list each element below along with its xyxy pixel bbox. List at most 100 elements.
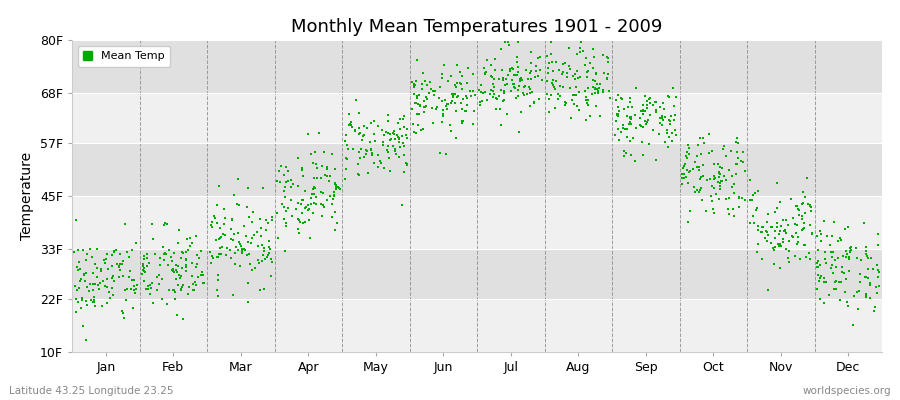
Point <box>454 106 469 112</box>
Point <box>186 287 201 293</box>
Point <box>397 143 411 150</box>
Point <box>803 203 817 209</box>
Point <box>155 276 169 282</box>
Point <box>320 164 334 170</box>
Point <box>166 269 181 276</box>
Point <box>174 255 188 261</box>
Point <box>117 315 131 321</box>
Point <box>302 206 317 212</box>
Point <box>446 90 460 97</box>
Point <box>524 60 538 66</box>
Point <box>559 100 573 106</box>
Point <box>254 224 268 231</box>
Point <box>100 300 114 306</box>
Point <box>306 186 320 192</box>
Point <box>400 161 414 168</box>
Point <box>242 214 256 220</box>
Point <box>586 65 600 71</box>
Point <box>194 272 208 278</box>
Point <box>636 152 651 158</box>
Point <box>827 286 842 292</box>
Point <box>150 273 165 280</box>
Point <box>662 116 676 123</box>
Point <box>454 69 468 76</box>
Point <box>860 274 875 281</box>
Point <box>71 267 86 273</box>
Point <box>165 258 179 264</box>
Point <box>406 83 420 89</box>
Point <box>572 88 587 95</box>
Point <box>155 296 169 302</box>
Point <box>681 168 696 175</box>
Point <box>240 252 255 259</box>
Point <box>553 83 567 89</box>
Point <box>502 66 517 73</box>
Point <box>638 118 652 124</box>
Point <box>191 274 205 280</box>
Point <box>731 140 745 146</box>
Point <box>796 226 810 232</box>
Point <box>138 269 152 275</box>
Point <box>611 110 625 117</box>
Point <box>511 69 526 75</box>
Point <box>724 148 738 155</box>
Point <box>802 250 816 256</box>
Point <box>679 173 693 180</box>
Bar <box>72 40 882 94</box>
Point <box>224 254 238 261</box>
Point <box>616 125 630 131</box>
Point <box>823 242 837 249</box>
Point <box>427 92 441 98</box>
Point <box>227 231 241 238</box>
Point <box>706 148 720 154</box>
Point <box>689 153 704 159</box>
Point <box>411 101 426 107</box>
Point <box>178 264 193 270</box>
Point <box>839 254 853 260</box>
Point <box>687 184 701 190</box>
Point <box>649 106 663 113</box>
Point <box>95 278 110 284</box>
Point <box>273 179 287 186</box>
Point <box>586 46 600 52</box>
Point <box>653 115 668 121</box>
Point <box>294 197 309 203</box>
Point <box>413 127 428 133</box>
Point <box>145 300 159 306</box>
Point <box>329 186 344 192</box>
Point <box>810 260 824 266</box>
Point <box>589 71 603 77</box>
Point <box>633 122 647 128</box>
Point <box>373 158 387 165</box>
Point <box>112 264 126 270</box>
Point <box>732 194 746 200</box>
Point <box>786 234 800 240</box>
Point <box>793 256 807 262</box>
Point <box>863 255 878 261</box>
Point <box>790 206 805 212</box>
Point <box>542 60 556 66</box>
Point <box>859 291 873 298</box>
Point <box>351 170 365 177</box>
Point <box>772 230 787 237</box>
Point <box>580 74 594 80</box>
Point <box>225 216 239 223</box>
Point <box>727 190 742 196</box>
Point <box>737 168 751 174</box>
Point <box>202 249 217 256</box>
Point <box>145 280 159 287</box>
Point <box>593 81 608 88</box>
Point <box>226 292 240 298</box>
Point <box>695 197 709 204</box>
Point <box>838 288 852 295</box>
Point <box>547 85 562 92</box>
Point <box>91 282 105 289</box>
Point <box>215 243 230 250</box>
Point <box>533 54 547 60</box>
Point <box>500 72 515 78</box>
Point <box>610 111 625 117</box>
Point <box>715 165 729 171</box>
Point <box>258 226 273 233</box>
Point <box>813 228 827 234</box>
Point <box>113 266 128 273</box>
